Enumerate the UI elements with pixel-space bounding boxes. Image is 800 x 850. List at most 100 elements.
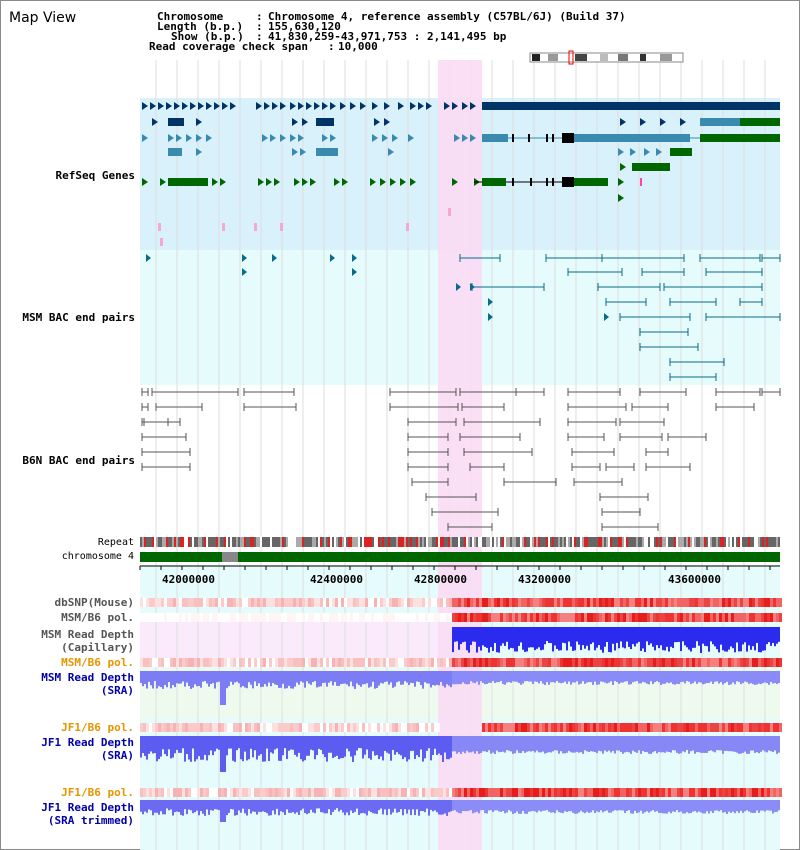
- depth-bar: [768, 627, 770, 643]
- depth-bar: [530, 736, 532, 752]
- depth-bar: [266, 800, 268, 814]
- depth-bar: [318, 736, 320, 749]
- repeat-mark: [652, 537, 654, 547]
- heat-cell: [326, 723, 329, 732]
- depth-bar: [582, 736, 584, 754]
- bac-end-arrow: [352, 254, 357, 262]
- track-label-jf1-depth-sra: JF1 Read Depth (SRA): [41, 736, 134, 762]
- depth-bar: [750, 800, 752, 813]
- heat-cell: [572, 723, 575, 732]
- depth-bar: [356, 671, 358, 684]
- repeat-mark: [490, 537, 492, 547]
- heat-cell: [551, 658, 554, 667]
- gene-arrow: [680, 118, 686, 126]
- heat-cell: [155, 723, 158, 732]
- depth-bar: [514, 736, 516, 754]
- gene-arrow: [360, 102, 366, 110]
- repeat-mark: [470, 537, 472, 547]
- depth-bar: [610, 736, 612, 753]
- depth-bar: [326, 800, 328, 814]
- depth-bar: [304, 736, 306, 761]
- heat-cell: [566, 598, 569, 607]
- depth-bar: [238, 736, 240, 749]
- depth-bar: [734, 800, 736, 814]
- heat-cell: [683, 788, 686, 797]
- heat-cell: [287, 658, 290, 667]
- depth-bar: [562, 627, 564, 643]
- heat-cell: [737, 598, 740, 607]
- repeat-mark: [610, 537, 612, 547]
- heat-cell: [689, 723, 692, 732]
- depth-bar: [194, 736, 196, 762]
- heat-cell: [257, 788, 260, 797]
- depth-bar: [344, 800, 346, 816]
- bac-end-arrow: [330, 254, 335, 262]
- repeat-mark: [640, 537, 642, 547]
- repeat-mark: [562, 537, 564, 547]
- heat-cell: [674, 788, 677, 797]
- repeat-mark: [636, 537, 638, 547]
- heat-cell: [251, 788, 254, 797]
- repeat-mark: [416, 537, 418, 547]
- depth-bar: [526, 627, 528, 652]
- depth-bar: [554, 671, 556, 683]
- heat-cell: [308, 613, 311, 622]
- heat-cell: [332, 723, 335, 732]
- bac-end-arrow: [488, 313, 493, 321]
- heat-cell: [578, 723, 581, 732]
- heat-cell: [671, 598, 674, 607]
- heat-cell: [521, 723, 524, 732]
- depth-bar: [470, 736, 472, 753]
- heat-cell: [410, 723, 413, 732]
- repeat-mark: [244, 537, 246, 547]
- depth-bar: [532, 800, 534, 811]
- repeat-mark: [332, 537, 334, 547]
- depth-bar: [340, 736, 342, 759]
- depth-bar: [258, 800, 260, 812]
- depth-bar: [512, 627, 514, 649]
- heat-cell: [599, 658, 602, 667]
- heat-cell: [485, 658, 488, 667]
- depth-bar: [316, 800, 318, 809]
- heat-cell: [359, 613, 362, 622]
- heat-cell: [203, 788, 206, 797]
- depth-bar: [302, 800, 304, 809]
- depth-bar: [156, 736, 158, 762]
- depth-bar: [262, 800, 264, 812]
- heat-cell: [506, 723, 509, 732]
- heat-cell: [377, 613, 380, 622]
- heat-cell: [449, 788, 452, 797]
- heat-cell: [140, 598, 143, 607]
- depth-bar: [286, 800, 288, 810]
- depth-bar: [486, 800, 488, 814]
- heat-cell: [536, 598, 539, 607]
- depth-bar: [690, 800, 692, 814]
- show-key: Show (b.p.): [171, 30, 244, 43]
- depth-bar: [722, 800, 724, 813]
- depth-bar: [314, 671, 316, 682]
- depth-bar: [740, 671, 742, 685]
- gene-arrow: [382, 134, 388, 142]
- depth-bar: [176, 671, 178, 684]
- depth-bar: [682, 736, 684, 752]
- repeat-mark: [704, 537, 706, 547]
- depth-bar: [618, 627, 620, 649]
- depth-bar: [310, 800, 312, 810]
- depth-bar: [580, 671, 582, 684]
- depth-bar: [574, 800, 576, 814]
- depth-bar: [770, 800, 772, 811]
- depth-bar: [262, 736, 264, 762]
- heat-cell: [389, 658, 392, 667]
- repeat-mark: [604, 537, 606, 547]
- heat-cell: [392, 613, 395, 622]
- depth-bar: [674, 627, 676, 643]
- heat-cell: [296, 788, 299, 797]
- depth-bar: [706, 627, 708, 647]
- depth-bar: [636, 627, 638, 644]
- depth-bar: [612, 671, 614, 685]
- depth-bar: [544, 736, 546, 754]
- heat-cell: [296, 613, 299, 622]
- depth-bar: [542, 627, 544, 650]
- depth-bar: [390, 671, 392, 683]
